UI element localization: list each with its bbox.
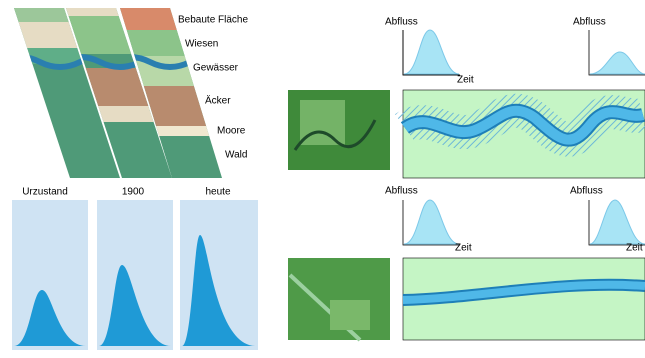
river-panel: [403, 90, 645, 178]
land-use-label: Moore: [217, 126, 246, 137]
land-use-label: Wald: [225, 150, 247, 161]
axis-label: Zeit: [457, 75, 474, 86]
era-panel: [12, 200, 88, 350]
land-use-label: Bebaute Fläche: [178, 15, 248, 26]
aerial-photo: [288, 258, 390, 340]
aerial-photo: [288, 90, 390, 170]
axis-label: Abfluss: [385, 17, 418, 28]
era-panel: [97, 200, 173, 350]
era-label: 1900: [122, 187, 145, 198]
hydrograph-curve: [404, 30, 459, 74]
axis-label: Abfluss: [570, 186, 603, 197]
axis-label: Abfluss: [573, 17, 606, 28]
era-label: heute: [205, 187, 230, 198]
river-panel: [403, 258, 645, 340]
axis-label: Abfluss: [385, 186, 418, 197]
era-panel: [180, 200, 258, 350]
axis-label: Zeit: [626, 243, 643, 254]
land-use-label: Wiesen: [185, 39, 218, 50]
land-use-label: Gewässer: [193, 63, 239, 74]
era-label: Urzustand: [22, 187, 68, 198]
axis-label: Zeit: [455, 243, 472, 254]
hydrograph-curve: [590, 52, 645, 74]
land-use-label: Äcker: [205, 95, 231, 107]
hydrograph-curve: [590, 200, 645, 244]
diagram: Bebaute Fläche Wiesen Gewässer Äcker Moo…: [0, 0, 645, 358]
hydrograph-curve: [404, 200, 459, 244]
